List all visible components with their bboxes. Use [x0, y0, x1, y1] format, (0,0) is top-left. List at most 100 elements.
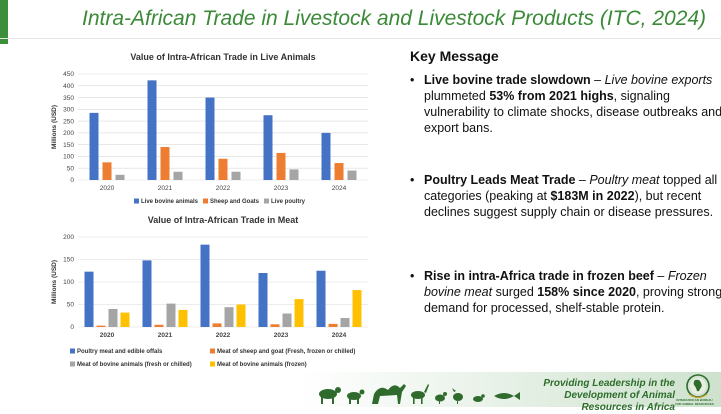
- y-tick-label: 50: [67, 302, 75, 309]
- bar: [147, 80, 157, 180]
- y-axis-label: Millions (USD): [51, 105, 58, 149]
- legend-swatch: [134, 198, 139, 204]
- legend-label: Live poultry: [271, 199, 306, 205]
- x-tick-label: 2023: [274, 185, 289, 192]
- bullet-strong: $183M in 2022: [550, 189, 635, 203]
- y-tick-label: 200: [63, 130, 74, 137]
- bullet-lead: Rise in intra-Africa trade in frozen bee…: [424, 269, 654, 283]
- bar: [352, 290, 362, 327]
- bullet-text: , proving strong demand for processed, s…: [424, 285, 721, 315]
- bar: [289, 169, 299, 180]
- bar: [347, 170, 357, 180]
- bar: [205, 97, 215, 180]
- bar: [173, 171, 183, 180]
- bar: [334, 163, 344, 180]
- logo-caption-line2: FOR ANIMAL RESOURCES: [675, 402, 714, 406]
- x-tick-label: 2022: [216, 332, 231, 339]
- bullet-text: surged: [492, 285, 538, 299]
- legend-label: Sheep and Goats: [210, 199, 260, 205]
- bar: [263, 115, 273, 180]
- bullet-dash: –: [575, 173, 590, 187]
- bar: [160, 147, 170, 180]
- legend-label: Meat of bovine animals (fresh or chilled…: [77, 362, 192, 368]
- bullet-dash: –: [590, 73, 605, 87]
- meat-chart: Value of Intra-African Trade in Meat 0 50 1…: [51, 215, 368, 368]
- bullet-dash: –: [653, 269, 668, 283]
- x-tick-label: 2022: [216, 185, 231, 192]
- bullet-strong: 53% from 2021 highs: [489, 89, 614, 103]
- logo-caption-line1: INTERAFRICAN BUREAU: [676, 398, 713, 402]
- bar: [115, 174, 125, 180]
- bar: [84, 271, 94, 327]
- live-animals-chart: Value of Intra-African Trade in Live Ani…: [51, 52, 368, 205]
- bar: [218, 158, 228, 180]
- key-message-heading: Key Message: [410, 48, 499, 64]
- x-tick-label: 2024: [332, 332, 347, 339]
- animal-silhouettes-icon: [319, 384, 520, 404]
- footer-tagline-line1: Providing Leadership in the: [543, 378, 675, 389]
- y-tick-label: 300: [63, 107, 74, 114]
- bar: [236, 304, 246, 327]
- legend-swatch: [210, 361, 215, 367]
- bar: [120, 312, 130, 327]
- y-tick-label: 450: [63, 71, 74, 78]
- y-tick-label: 100: [63, 279, 74, 286]
- bullet-dot-icon: •: [410, 173, 415, 187]
- key-message-panel: Key Message • Live bovine trade slowdown…: [410, 48, 721, 315]
- bullet-lead: Live bovine trade slowdown: [424, 73, 591, 87]
- y-tick-label: 0: [70, 324, 74, 331]
- legend-swatch: [210, 348, 215, 354]
- bar: [154, 324, 164, 327]
- bar: [142, 260, 152, 327]
- x-tick-label: 2023: [274, 332, 289, 339]
- legend-label: Meat of bovine animals (frozen): [217, 362, 307, 368]
- chart-title: Value of Intra-African Trade in Meat: [148, 215, 299, 225]
- bar: [340, 318, 350, 327]
- bar: [321, 132, 331, 180]
- bullet-italic: Poultry meat: [589, 173, 660, 187]
- key-bullet: • Poultry Leads Meat Trade – Poultry mea…: [410, 172, 721, 220]
- legend-label: Live bovine animals: [141, 199, 199, 205]
- bar: [178, 309, 188, 327]
- bar: [231, 171, 241, 180]
- bullet-strong: 158% since 2020: [537, 285, 636, 299]
- bar: [328, 323, 338, 327]
- legend-swatch: [264, 198, 269, 204]
- legend-swatch: [70, 361, 75, 367]
- bar: [276, 152, 286, 180]
- y-tick-label: 150: [63, 142, 74, 149]
- bullet-text: topped all categories (peaking at: [424, 173, 718, 203]
- y-tick-label: 50: [67, 165, 75, 172]
- legend-label: Meat of sheep and goat (Fresh, frozen or…: [217, 349, 355, 355]
- bar: [96, 325, 106, 327]
- bar: [102, 162, 112, 180]
- x-tick-label: 2024: [332, 185, 347, 192]
- y-tick-label: 100: [63, 154, 74, 161]
- logo-caption: INTERAFRICAN BUREAU FOR ANIMAL RESOURCES: [668, 398, 721, 406]
- bullet-text: ), but recent declines suggest supply ch…: [424, 189, 714, 219]
- x-tick-label: 2020: [100, 332, 115, 339]
- bullet-text: , signaling vulnerability to climate sho…: [424, 89, 721, 135]
- bar: [270, 324, 280, 327]
- bar: [258, 273, 268, 327]
- bullet-dot-icon: •: [410, 269, 415, 283]
- title-divider: [0, 38, 721, 39]
- bar: [316, 270, 326, 327]
- bullet-dot-icon: •: [410, 73, 415, 87]
- footer-tagline: Providing Leadership in the Development …: [530, 378, 675, 414]
- bar: [166, 303, 176, 327]
- bar: [108, 309, 118, 327]
- bullet-italic: Frozen bovine meat: [424, 269, 707, 299]
- bar: [224, 307, 234, 327]
- legend-swatch: [203, 198, 208, 204]
- y-tick-label: 350: [63, 95, 74, 102]
- x-tick-label: 2021: [158, 185, 173, 192]
- bullet-lead: Poultry Leads Meat Trade: [424, 173, 576, 187]
- bar: [294, 299, 304, 327]
- bullet-italic: Live bovine exports: [604, 73, 713, 87]
- key-bullet: • Rise in intra-Africa trade in frozen b…: [410, 268, 721, 316]
- bar: [200, 244, 210, 327]
- y-tick-label: 200: [63, 234, 74, 241]
- y-tick-label: 250: [63, 118, 74, 125]
